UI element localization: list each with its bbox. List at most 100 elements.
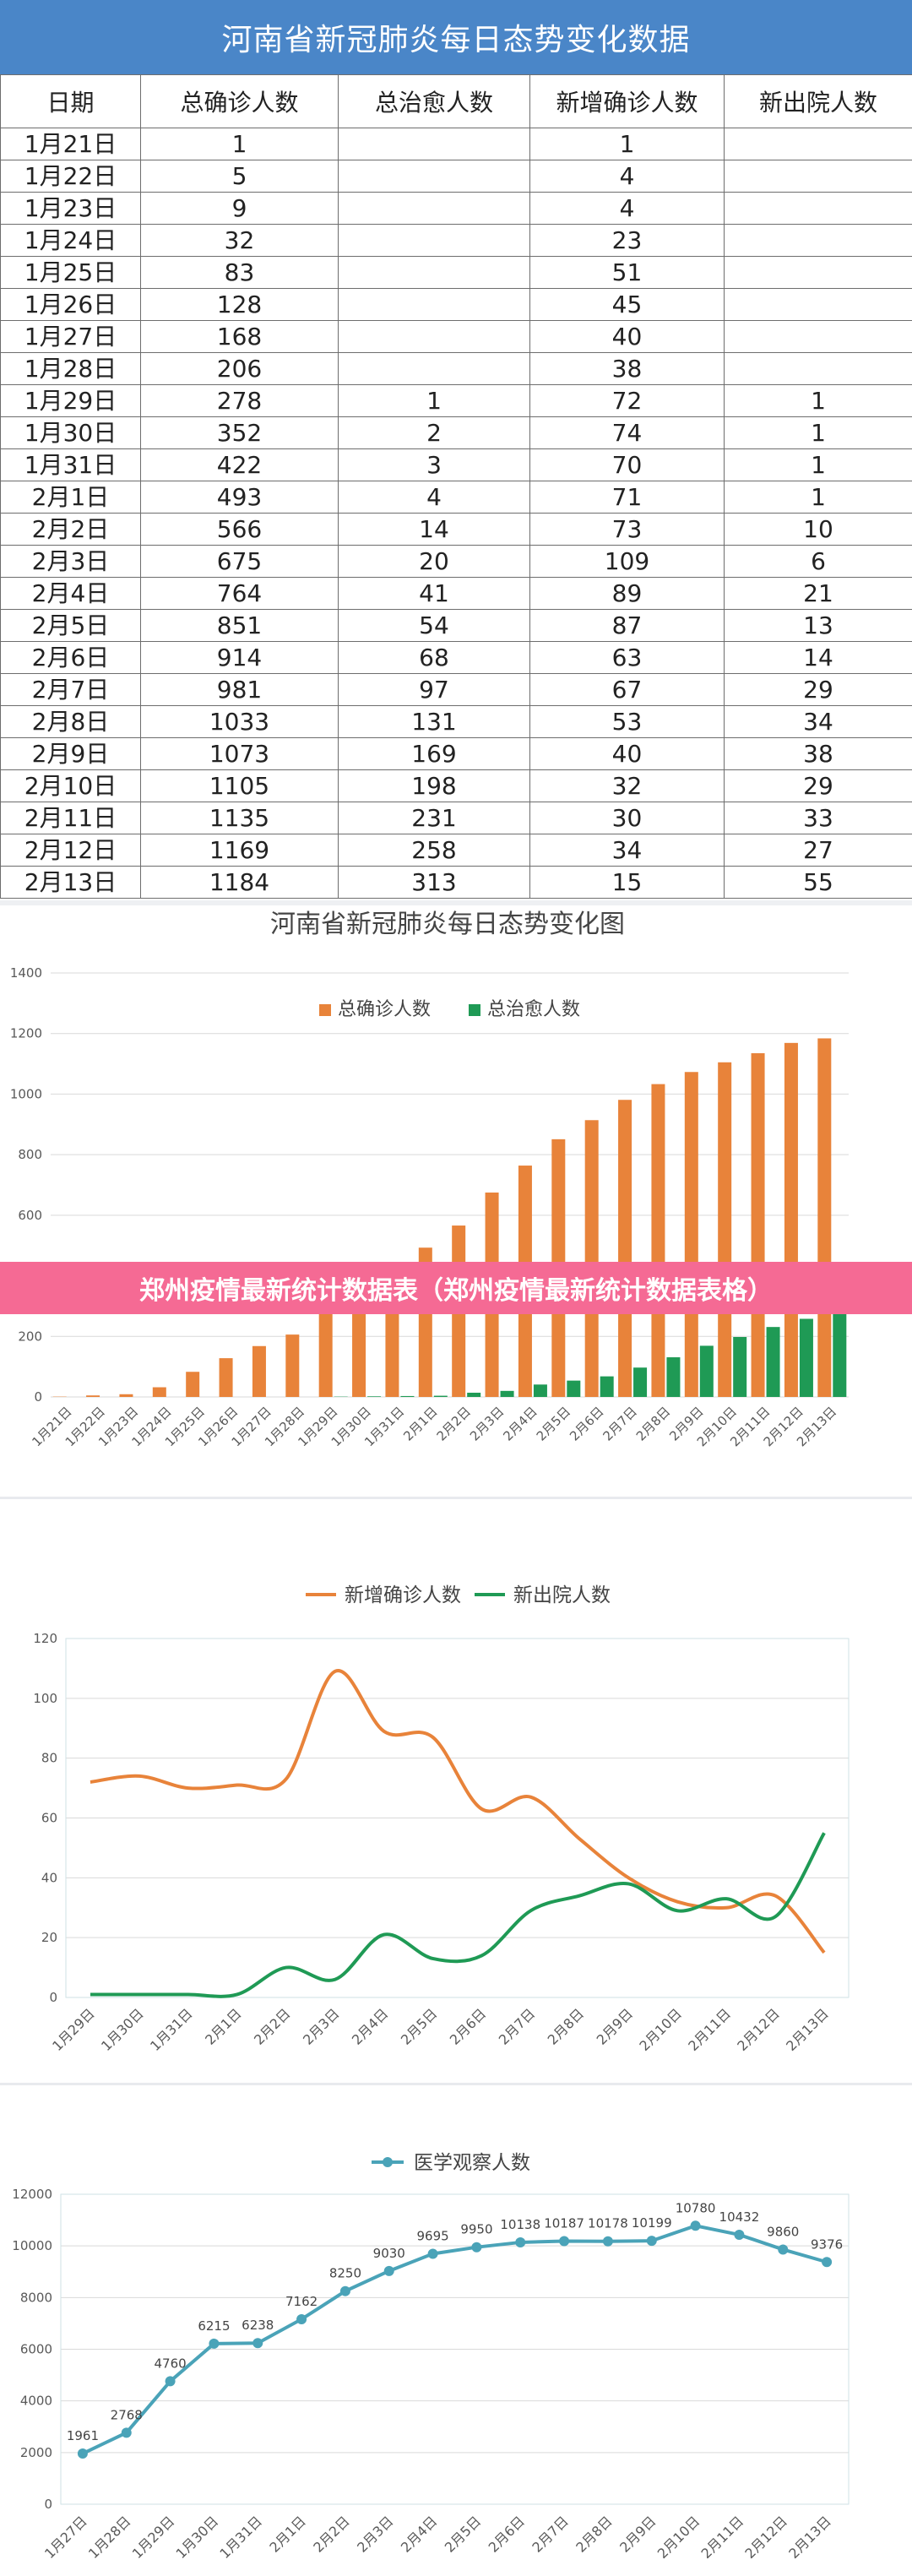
table-cell: 2 — [338, 416, 530, 449]
bar-confirmed — [285, 1334, 300, 1397]
table-cell: 258 — [338, 834, 530, 867]
table-cell: 566 — [140, 513, 339, 546]
x-tick-label: 2月1日 — [400, 1404, 440, 1443]
x-tick-label: 2月2日 — [310, 2513, 352, 2555]
column-header: 总治愈人数 — [338, 74, 530, 128]
x-tick-label: 2月12日 — [741, 2513, 790, 2562]
table-cell: 1月23日 — [0, 192, 141, 225]
data-point — [646, 2236, 657, 2247]
table-cell: 1月21日 — [0, 128, 141, 160]
table-cell: 4 — [529, 160, 725, 193]
table-cell — [338, 192, 530, 225]
x-tick-label: 2月5日 — [534, 1404, 573, 1443]
legend-marker — [383, 2157, 393, 2167]
x-tick-label: 2月2日 — [251, 2005, 293, 2047]
table-cell: 54 — [338, 609, 530, 642]
data-label: 9376 — [811, 2236, 843, 2252]
bar-confirmed — [718, 1062, 732, 1397]
table-cell — [724, 192, 912, 225]
table-cell: 53 — [529, 705, 725, 738]
table-cell: 2月2日 — [0, 513, 141, 546]
table-cell — [724, 224, 912, 257]
x-tick-label: 1月31日 — [216, 2513, 265, 2562]
data-label: 1961 — [67, 2428, 99, 2443]
bar-cured — [567, 1380, 581, 1397]
data-label: 9950 — [460, 2222, 492, 2237]
table-cell — [724, 128, 912, 160]
bar-confirmed — [152, 1387, 166, 1397]
table-cell: 2月9日 — [0, 737, 141, 770]
bar-cured — [533, 1384, 547, 1397]
chart-title: 河南省新冠肺炎每日态势变化图 — [270, 910, 625, 939]
data-point — [778, 2244, 789, 2255]
data-table: 日期 总确诊人数 总治愈人数 新增确诊人数 新出院人数 1月21日 1 1 1月22日 5 4 1月… — [0, 74, 912, 899]
y-tick-label: 1400 — [10, 965, 42, 981]
y-tick-label: 40 — [41, 1870, 57, 1885]
table-cell: 29 — [724, 673, 912, 706]
table-cell: 97 — [338, 673, 530, 706]
table-cell: 23 — [529, 224, 725, 257]
data-label: 10432 — [719, 2209, 760, 2225]
divider — [0, 1497, 912, 1499]
table-cell: 29 — [724, 769, 912, 802]
legend-label: 医学观察人数 — [414, 2152, 530, 2174]
table-row: 2月1日 493 4 71 1 — [0, 481, 912, 514]
y-tick-label: 1200 — [10, 1026, 42, 1041]
column-header: 新增确诊人数 — [529, 74, 725, 128]
table-cell: 169 — [338, 737, 530, 770]
table-cell: 206 — [140, 352, 339, 385]
table-cell — [338, 352, 530, 385]
data-point — [559, 2236, 570, 2247]
y-tick-label: 80 — [41, 1751, 57, 1766]
data-point — [734, 2229, 745, 2240]
y-tick-label: 12000 — [12, 2187, 52, 2202]
table-cell: 168 — [140, 320, 339, 353]
legend-label: 总确诊人数 — [338, 999, 431, 1020]
table-cell: 15 — [529, 866, 725, 899]
bar-confirmed — [684, 1072, 698, 1397]
table-row: 2月2日 566 14 73 10 — [0, 513, 912, 546]
x-tick-label: 2月6日 — [447, 2005, 489, 2047]
table-row: 2月5日 851 54 87 13 — [0, 609, 912, 642]
table-cell: 45 — [529, 288, 725, 321]
table-row: 2月13日 1184 313 15 55 — [0, 866, 912, 899]
table-cell: 34 — [529, 834, 725, 867]
table-cell: 2月4日 — [0, 577, 141, 610]
table-cell: 851 — [140, 609, 339, 642]
table-cell: 2月12日 — [0, 834, 141, 867]
data-label: 6215 — [198, 2318, 230, 2334]
data-label: 10138 — [500, 2217, 540, 2232]
table-cell: 1月30日 — [0, 416, 141, 449]
x-tick-label: 2月9日 — [594, 2005, 636, 2047]
y-tick-label: 20 — [41, 1930, 57, 1945]
y-tick-label: 200 — [18, 1329, 42, 1344]
y-tick-label: 600 — [18, 1208, 42, 1223]
data-point — [427, 2248, 438, 2259]
x-tick-label: 1月29日 — [49, 2005, 98, 2054]
x-tick-label: 2月1日 — [202, 2005, 244, 2047]
table-cell: 1月28日 — [0, 352, 141, 385]
bar-cured — [467, 1392, 481, 1397]
table-cell: 20 — [338, 545, 530, 578]
x-tick-label: 2月2日 — [434, 1404, 474, 1443]
x-tick-label: 2月3日 — [467, 1404, 507, 1443]
divider — [0, 2083, 912, 2085]
table-cell — [724, 320, 912, 353]
x-tick-label: 2月3日 — [354, 2513, 396, 2555]
x-tick-label: 1月28日 — [85, 2513, 134, 2562]
table-cell: 2月13日 — [0, 866, 141, 899]
data-label: 4760 — [154, 2356, 186, 2371]
table-cell: 6 — [724, 545, 912, 578]
table-cell: 1105 — [140, 769, 339, 802]
plot-frame — [65, 1638, 850, 1998]
data-point — [121, 2427, 132, 2438]
x-tick-label: 2月13日 — [785, 2513, 834, 2562]
table-cell: 38 — [724, 737, 912, 770]
table-cell: 14 — [338, 513, 530, 546]
table-cell: 278 — [140, 384, 339, 417]
table-row: 2月8日 1033 131 53 34 — [0, 705, 912, 738]
table-cell: 352 — [140, 416, 339, 449]
table-cell: 1 — [338, 384, 530, 417]
x-tick-label: 2月8日 — [545, 2005, 587, 2047]
table-cell: 5 — [140, 160, 339, 193]
